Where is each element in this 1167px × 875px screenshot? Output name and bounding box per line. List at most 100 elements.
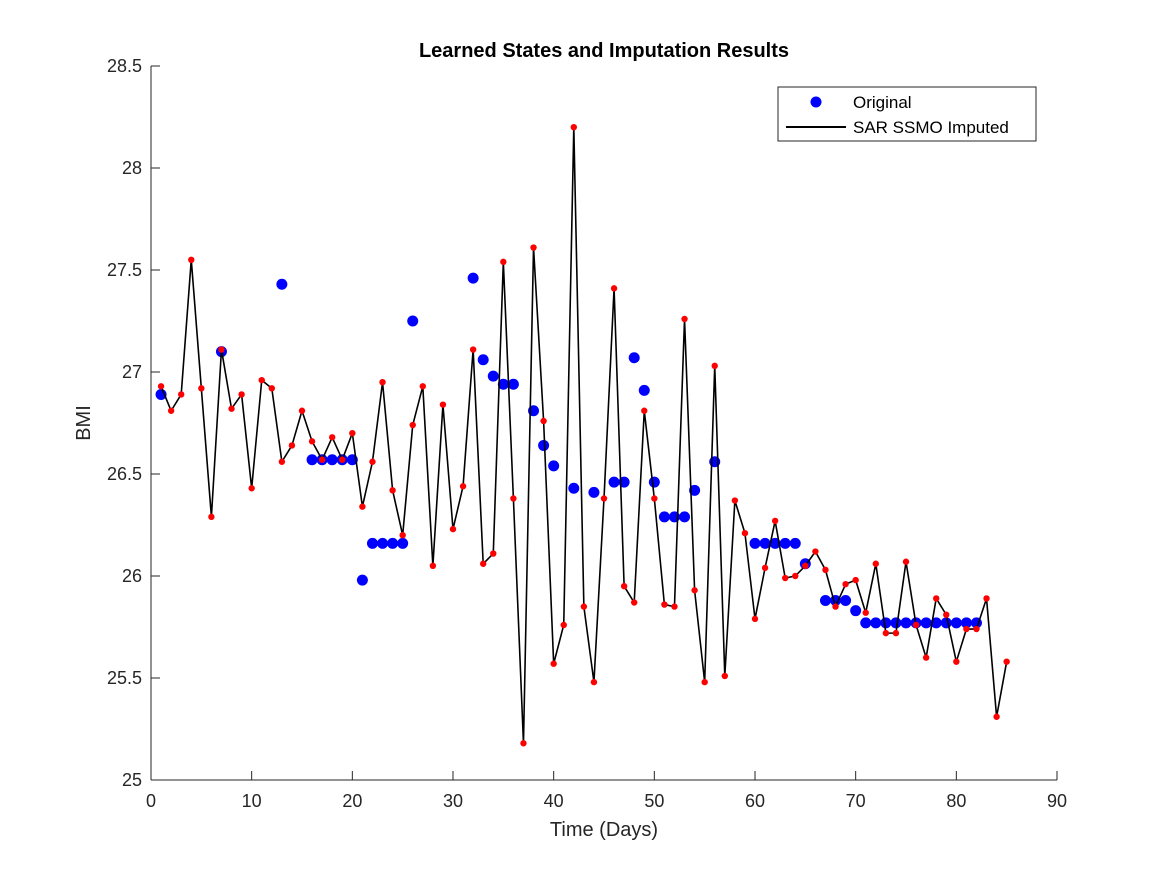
imputed-point bbox=[178, 391, 185, 398]
imputed-point bbox=[802, 562, 809, 569]
imputed-point bbox=[892, 629, 900, 637]
imputed-point bbox=[409, 421, 416, 429]
original-point bbox=[377, 537, 389, 549]
imputed-point bbox=[701, 678, 708, 686]
x-tick-label: 70 bbox=[846, 791, 866, 811]
imputed-point bbox=[329, 434, 336, 441]
imputed-point bbox=[389, 487, 396, 494]
original-point bbox=[840, 594, 852, 606]
imputed-point bbox=[661, 601, 668, 608]
original-point bbox=[477, 354, 489, 366]
imputed-point bbox=[973, 625, 980, 633]
imputed-point bbox=[590, 678, 598, 686]
original-point bbox=[628, 352, 640, 364]
imputed-point bbox=[449, 525, 457, 533]
imputed-point bbox=[953, 658, 960, 665]
imputed-point bbox=[188, 256, 195, 263]
imputed-point bbox=[419, 383, 426, 390]
original-point bbox=[548, 460, 560, 472]
imputed-point bbox=[157, 383, 165, 390]
imputed-point bbox=[711, 362, 718, 370]
imputed-point bbox=[862, 609, 869, 616]
original-point bbox=[900, 617, 912, 629]
x-tick-label: 90 bbox=[1047, 791, 1067, 811]
imputed-point bbox=[922, 654, 930, 661]
imputed-point bbox=[308, 438, 316, 445]
x-tick-label: 0 bbox=[146, 791, 156, 811]
imputed-point bbox=[882, 629, 890, 637]
y-tick-label: 25.5 bbox=[107, 668, 142, 688]
imputed-point bbox=[651, 495, 658, 502]
imputed-point bbox=[530, 244, 537, 251]
original-point bbox=[326, 454, 338, 466]
original-point bbox=[759, 537, 771, 549]
imputed-point bbox=[208, 513, 215, 521]
original-point bbox=[487, 370, 499, 382]
x-tick-label: 20 bbox=[342, 791, 362, 811]
imputed-point bbox=[600, 495, 608, 502]
imputed-point bbox=[902, 558, 910, 565]
imputed-point bbox=[369, 458, 376, 465]
imputed-point bbox=[339, 456, 346, 463]
imputed-point bbox=[318, 456, 326, 463]
imputed-point bbox=[510, 495, 517, 502]
imputed-point bbox=[822, 566, 829, 574]
original-point bbox=[568, 482, 580, 494]
imputed-point bbox=[580, 603, 588, 610]
y-tick-label: 28.5 bbox=[107, 56, 142, 76]
imputed-point bbox=[490, 550, 497, 557]
x-tick-label: 50 bbox=[644, 791, 664, 811]
original-point bbox=[920, 617, 932, 629]
imputed-point bbox=[761, 564, 769, 572]
data-layer bbox=[155, 124, 1010, 747]
x-tick-label: 10 bbox=[242, 791, 262, 811]
imputed-point bbox=[399, 532, 406, 539]
imputed-point bbox=[741, 529, 749, 537]
imputed-point bbox=[620, 583, 628, 590]
imputed-point bbox=[731, 497, 739, 504]
imputed-point bbox=[379, 379, 386, 386]
legend-label-imputed: SAR SSMO Imputed bbox=[853, 118, 1009, 137]
imputed-point bbox=[771, 517, 779, 525]
imputed-point bbox=[872, 560, 879, 567]
imputed-point bbox=[268, 385, 275, 392]
original-point bbox=[850, 605, 862, 617]
original-point bbox=[890, 617, 902, 629]
original-point bbox=[679, 511, 691, 523]
imputed-point bbox=[832, 603, 839, 610]
original-point bbox=[387, 537, 399, 549]
imputed-point bbox=[631, 599, 638, 606]
imputed-point bbox=[852, 576, 859, 584]
imputed-point bbox=[500, 258, 507, 266]
imputed-point bbox=[298, 407, 306, 414]
original-point bbox=[397, 537, 409, 549]
original-point bbox=[658, 511, 670, 523]
imputed-point bbox=[570, 124, 577, 131]
imputed-point bbox=[792, 572, 799, 580]
y-tick-label: 25 bbox=[122, 770, 142, 790]
original-point bbox=[538, 439, 550, 451]
imputed-point bbox=[480, 560, 487, 567]
imputed-point bbox=[691, 587, 698, 594]
imputed-point bbox=[993, 713, 1000, 720]
imputed-point bbox=[349, 430, 356, 437]
imputed-point bbox=[469, 346, 477, 353]
original-point bbox=[648, 476, 660, 488]
imputed-point bbox=[1003, 658, 1010, 665]
y-tick-label: 28 bbox=[122, 158, 142, 178]
imputed-point bbox=[167, 407, 175, 414]
original-point bbox=[950, 617, 962, 629]
original-point bbox=[870, 617, 882, 629]
imputed-point bbox=[238, 391, 245, 398]
original-point bbox=[819, 594, 831, 606]
imputed-point bbox=[278, 458, 286, 465]
original-point bbox=[497, 378, 509, 390]
original-point bbox=[880, 617, 892, 629]
original-point bbox=[930, 617, 942, 629]
original-point bbox=[467, 272, 479, 284]
original-point bbox=[276, 278, 288, 290]
imputed-point bbox=[610, 285, 618, 292]
original-point bbox=[960, 617, 972, 629]
y-tick-label: 27.5 bbox=[107, 260, 142, 280]
